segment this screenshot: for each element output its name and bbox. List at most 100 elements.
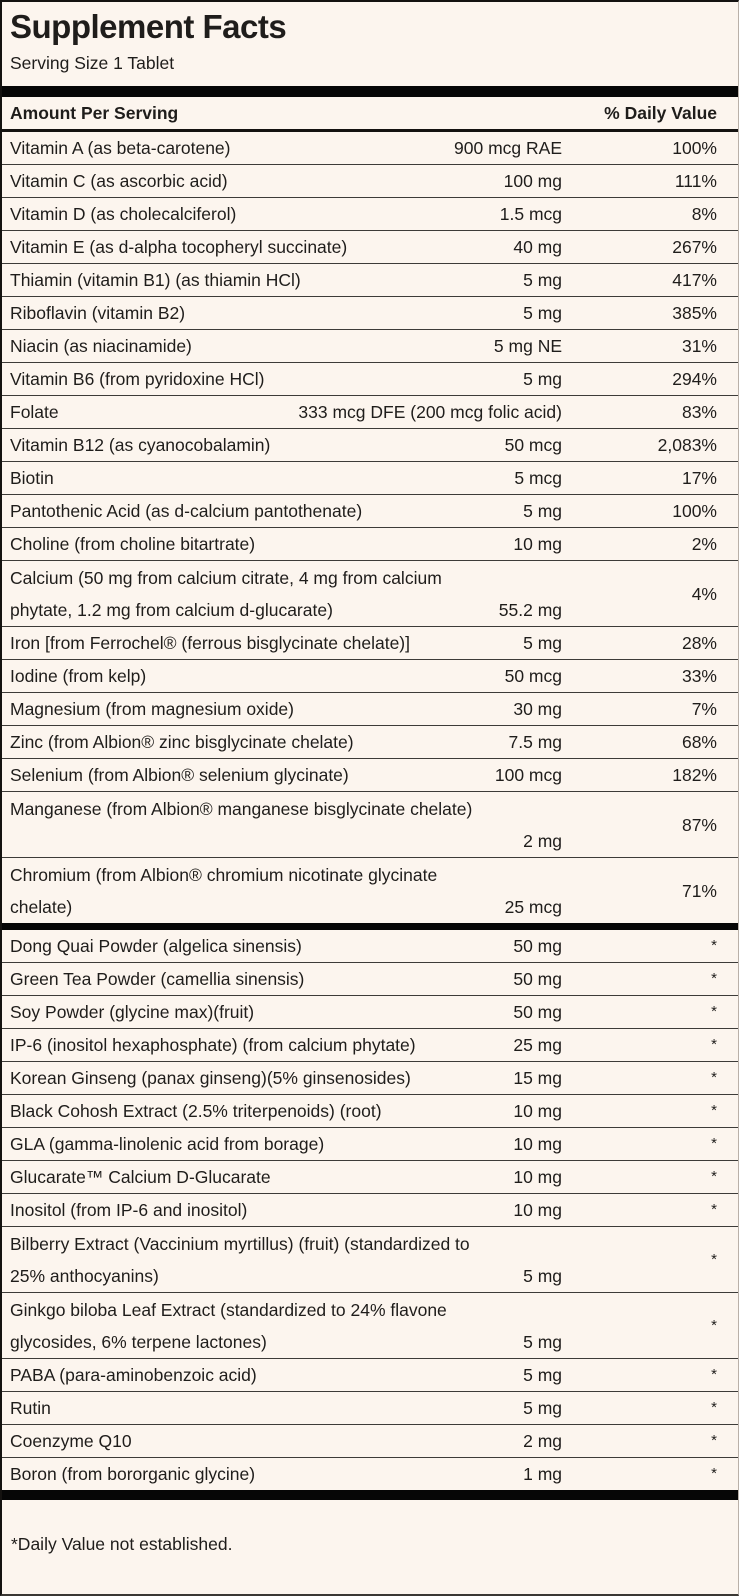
botanicals-section: Dong Quai Powder (algelica sinensis) 50 m… [2,930,738,1490]
ingredient-dv: * [711,1135,717,1152]
table-row: Coenzyme Q10 2 mg * [2,1425,738,1458]
ingredient-amount: 100 mcg [494,765,562,785]
table-row: Zinc (from Albion® zinc bisglycinate che… [2,726,738,759]
ingredient-name: Coenzyme Q10 [10,1431,132,1451]
ingredient-name: Zinc (from Albion® zinc bisglycinate che… [10,732,354,752]
ingredient-name-continued: glycosides, 6% terpene lactones) [10,1331,267,1352]
ingredient-name-continued: chelate) [10,896,73,917]
ingredient-name: Soy Powder (glycine max)(fruit) [10,1002,255,1022]
ingredient-name-block: Calcium (50 mg from calcium citrate, 4 m… [10,562,562,626]
table-row: Magnesium (from magnesium oxide) 30 mg 7% [2,693,738,726]
ingredient-name: Vitamin D (as cholecalciferol) [10,204,237,224]
ingredient-dv: 294% [672,369,717,389]
ingredient-amount: 50 mg [513,936,562,956]
ingredient-amount: 5 mg [523,633,562,653]
ingredient-dv: 71% [681,880,717,901]
ingredient-name: PABA (para-aminobenzoic acid) [10,1365,257,1385]
ingredient-name-block: Manganese (from Albion® manganese bisgly… [10,793,562,857]
ingredient-amount: 50 mcg [504,435,562,455]
section-divider-top [2,86,738,97]
table-row: Iodine (from kelp) 50 mcg 33% [2,660,738,693]
ingredient-dv: 68% [681,732,717,752]
ingredient-name: IP-6 (inositol hexaphosphate) (from calc… [10,1035,416,1055]
ingredient-dv: * [711,970,717,987]
ingredient-dv: 111% [674,171,717,191]
table-row: Pantothenic Acid (as d-calcium pantothen… [2,495,738,528]
ingredient-dv: 182% [672,765,717,785]
ingredient-name: Vitamin C (as ascorbic acid) [10,171,228,191]
table-row: Ginkgo biloba Leaf Extract (standardized… [2,1293,738,1359]
table-row: Biotin 5 mcg 17% [2,462,738,495]
ingredient-name-line2-row: phytate, 1.2 mg from calcium d-glucarate… [10,594,562,626]
footnote: *Daily Value not established. [11,1534,233,1554]
table-row: Bilberry Extract (Vaccinium myrtillus) (… [2,1227,738,1293]
ingredient-name: Dong Quai Powder (algelica sinensis) [10,936,302,956]
ingredient-name: Vitamin B12 (as cyanocobalamin) [10,435,271,455]
ingredient-dv: 17% [681,468,717,488]
ingredient-name: Thiamin (vitamin B1) (as thiamin HCl) [10,270,301,290]
ingredient-dv: 33% [681,666,717,686]
ingredient-name: Folate [10,402,59,422]
ingredient-amount: 900 mcg RAE [454,138,562,158]
ingredient-name-continued: phytate, 1.2 mg from calcium d-glucarate… [10,599,333,620]
ingredient-amount: 7.5 mg [508,732,563,752]
ingredient-name: Riboflavin (vitamin B2) [10,303,186,323]
ingredient-dv: * [711,1316,717,1334]
ingredient-amount: 55.2 mg [498,599,562,620]
ingredient-dv: * [711,1366,717,1383]
ingredient-name: Inositol (from IP-6 and inositol) [10,1200,248,1220]
ingredient-name: Vitamin E (as d-alpha tocopheryl succina… [10,237,348,257]
table-row: Inositol (from IP-6 and inositol) 10 mg * [2,1194,738,1227]
ingredient-dv: 267% [672,237,717,257]
table-row: Iron [from Ferrochel® (ferrous bisglycin… [2,627,738,660]
ingredient-name-line2-row: 2 mg [10,825,562,857]
ingredient-dv: * [711,1432,717,1449]
ingredient-dv: 100% [672,138,717,158]
ingredient-amount: 5 mg [523,1398,562,1418]
ingredient-dv: 7% [691,699,717,719]
daily-value-label: % Daily Value [604,102,717,123]
ingredient-name: Magnesium (from magnesium oxide) [10,699,294,719]
ingredient-dv: 2% [691,534,717,554]
table-row: Glucarate™ Calcium D-Glucarate 10 mg * [2,1161,738,1194]
table-row: GLA (gamma-linolenic acid from borage) 10… [2,1128,738,1161]
ingredient-amount: 5 mg [523,303,562,323]
ingredient-name: Vitamin A (as beta-carotene) [10,138,231,158]
ingredient-amount: 25 mcg [504,896,562,917]
ingredient-name: Vitamin B6 (from pyridoxine HCl) [10,369,265,389]
ingredient-dv: 385% [672,303,717,323]
table-row: Vitamin D (as cholecalciferol) 1.5 mcg 8% [2,198,738,231]
ingredient-amount: 100 mg [503,171,562,191]
table-row: Folate 333 mcg DFE (200 mcg folic acid) 83… [2,396,738,429]
ingredient-name: Iron [from Ferrochel® (ferrous bisglycin… [10,633,410,653]
ingredient-amount: 5 mg [523,1331,562,1352]
table-row: Vitamin B12 (as cyanocobalamin) 50 mcg 2,0… [2,429,738,462]
ingredient-amount: 40 mg [513,237,562,257]
table-row: Calcium (50 mg from calcium citrate, 4 m… [2,561,738,627]
ingredient-amount: 2 mg [523,830,562,851]
table-row: Green Tea Powder (camellia sinensis) 50 m… [2,963,738,996]
ingredient-name: Green Tea Powder (camellia sinensis) [10,969,305,989]
ingredient-dv: * [711,1250,717,1268]
ingredient-name: GLA (gamma-linolenic acid from borage) [10,1134,325,1154]
ingredient-dv: * [711,1069,717,1086]
ingredient-dv: * [711,1201,717,1218]
ingredient-dv: 100% [672,501,717,521]
table-row: Black Cohosh Extract (2.5% triterpenoids… [2,1095,738,1128]
ingredient-dv: * [711,937,717,954]
table-row: Soy Powder (glycine max)(fruit) 50 mg * [2,996,738,1029]
ingredient-dv: * [711,1036,717,1053]
table-row: Chromium (from Albion® chromium nicotina… [2,858,738,923]
ingredient-amount: 1 mg [523,1464,562,1484]
ingredient-name: Biotin [10,468,54,488]
facts-title: Supplement Facts [10,8,287,45]
ingredient-amount: 5 mg [523,369,562,389]
table-row: Riboflavin (vitamin B2) 5 mg 385% [2,297,738,330]
ingredient-amount: 50 mcg [504,666,562,686]
ingredient-name-line2-row: glycosides, 6% terpene lactones) 5 mg [10,1326,562,1358]
ingredient-name: Pantothenic Acid (as d-calcium pantothen… [10,501,363,521]
ingredient-amount: 10 mg [513,534,562,554]
ingredient-name: Chromium (from Albion® chromium nicotina… [10,864,438,885]
ingredient-amount: 5 mg [523,501,562,521]
